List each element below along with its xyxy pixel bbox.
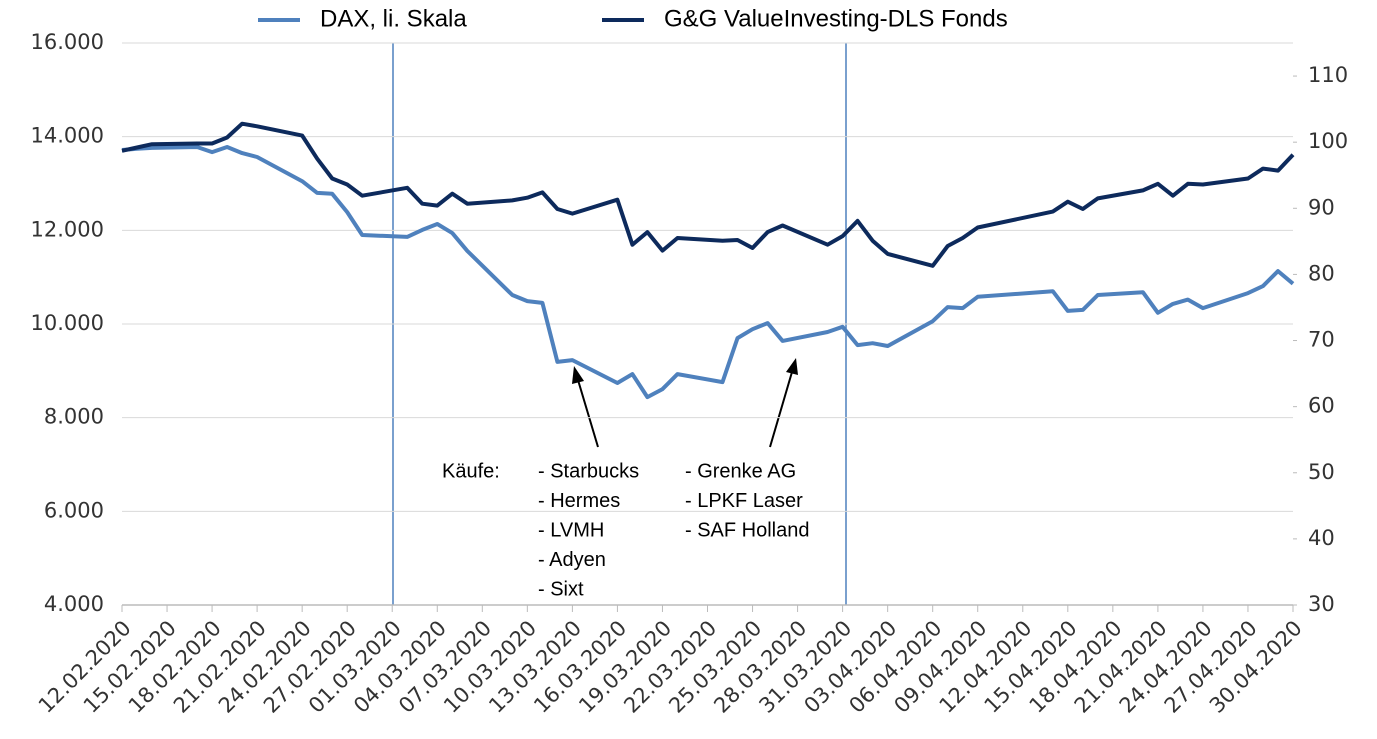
annotation-item: - Hermes (538, 490, 620, 512)
annotation-item: - Starbucks (538, 460, 639, 482)
y2-tick-label: 50 (1308, 460, 1335, 484)
y-tick-label: 4.000 (44, 592, 104, 616)
annotation-item: - Adyen (538, 549, 606, 571)
series-line (121, 121, 1295, 268)
y-tick-label: 14.000 (31, 124, 104, 148)
y2-tick-label: 90 (1308, 195, 1335, 219)
legend-label: DAX, li. Skala (320, 5, 467, 32)
arrow (577, 379, 599, 448)
y2-tick-label: 110 (1308, 63, 1348, 87)
y-tick-label: 8.000 (44, 405, 104, 429)
series-line (121, 145, 1295, 400)
y-tick-label: 10.000 (31, 311, 104, 335)
annotation-item: - Grenke AG (685, 460, 796, 482)
arrow-head (786, 358, 798, 375)
annotation-label: Käufe: (442, 460, 500, 482)
legend-label: G&G ValueInvesting-DLS Fonds (664, 5, 1008, 32)
y2-tick-label: 40 (1308, 526, 1335, 550)
y-tick-label: 16.000 (31, 30, 104, 54)
annotation-item: - Sixt (538, 578, 584, 600)
y2-tick-label: 60 (1308, 394, 1335, 418)
arrow-head (572, 366, 584, 384)
y2-tick-label: 80 (1308, 261, 1335, 285)
y2-tick-label: 70 (1308, 328, 1335, 352)
annotation-item: - SAF Holland (685, 519, 810, 541)
y2-tick-label: 30 (1308, 592, 1335, 616)
arrow (769, 371, 793, 448)
y-tick-label: 12.000 (31, 217, 104, 241)
annotation-item: - LVMH (538, 519, 604, 541)
y2-tick-label: 100 (1308, 129, 1348, 153)
y-tick-label: 6.000 (44, 498, 104, 522)
annotation-item: - LPKF Laser (685, 490, 803, 512)
